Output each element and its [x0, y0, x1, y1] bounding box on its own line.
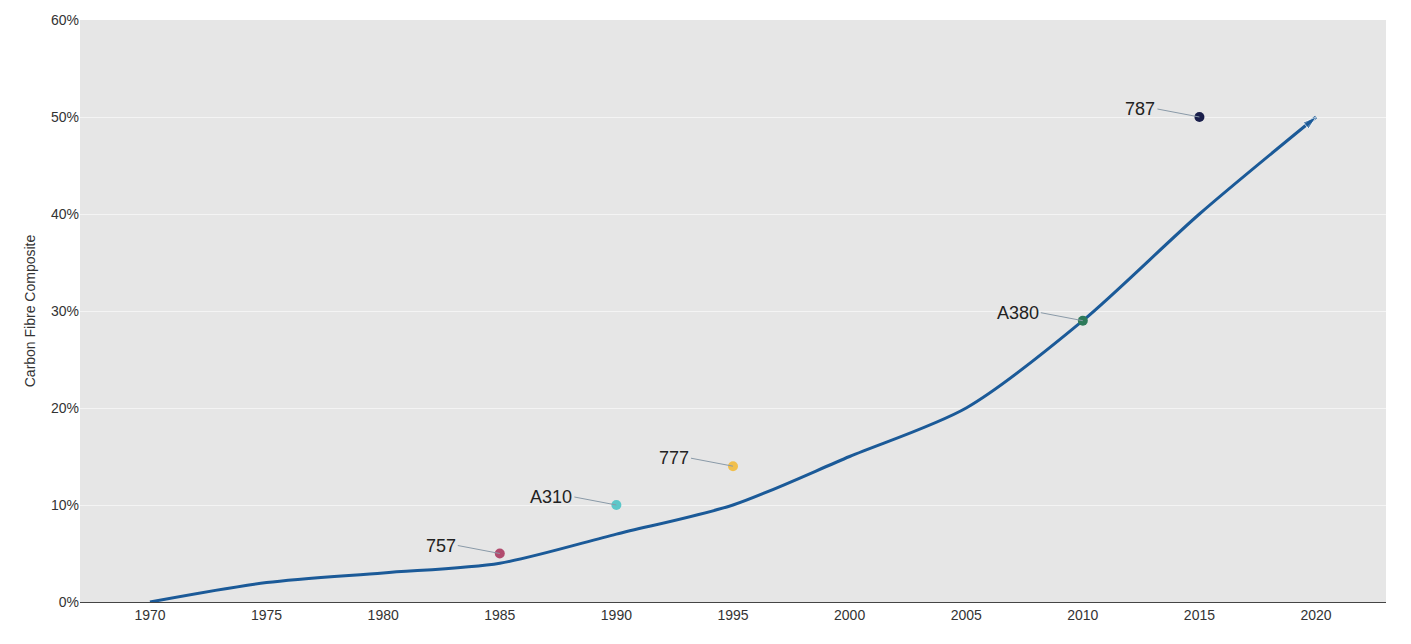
svg-text:60%: 60%: [51, 12, 79, 28]
svg-text:1985: 1985: [484, 607, 515, 623]
svg-text:1990: 1990: [601, 607, 632, 623]
svg-text:30%: 30%: [51, 303, 79, 319]
svg-text:Carbon Fibre Composite: Carbon Fibre Composite: [22, 235, 38, 388]
svg-text:757: 757: [426, 536, 456, 556]
svg-text:2010: 2010: [1067, 607, 1098, 623]
svg-text:1980: 1980: [368, 607, 399, 623]
svg-text:1975: 1975: [251, 607, 282, 623]
svg-text:2000: 2000: [834, 607, 865, 623]
svg-text:2015: 2015: [1184, 607, 1215, 623]
svg-text:40%: 40%: [51, 206, 79, 222]
svg-text:10%: 10%: [51, 497, 79, 513]
svg-text:A380: A380: [997, 303, 1039, 323]
svg-text:A310: A310: [530, 487, 572, 507]
svg-text:2005: 2005: [951, 607, 982, 623]
svg-text:1995: 1995: [717, 607, 748, 623]
svg-text:2020: 2020: [1300, 607, 1331, 623]
svg-text:787: 787: [1125, 99, 1155, 119]
svg-text:0%: 0%: [59, 594, 79, 610]
svg-text:1970: 1970: [134, 607, 165, 623]
svg-text:20%: 20%: [51, 400, 79, 416]
svg-text:50%: 50%: [51, 109, 79, 125]
svg-text:777: 777: [659, 448, 689, 468]
